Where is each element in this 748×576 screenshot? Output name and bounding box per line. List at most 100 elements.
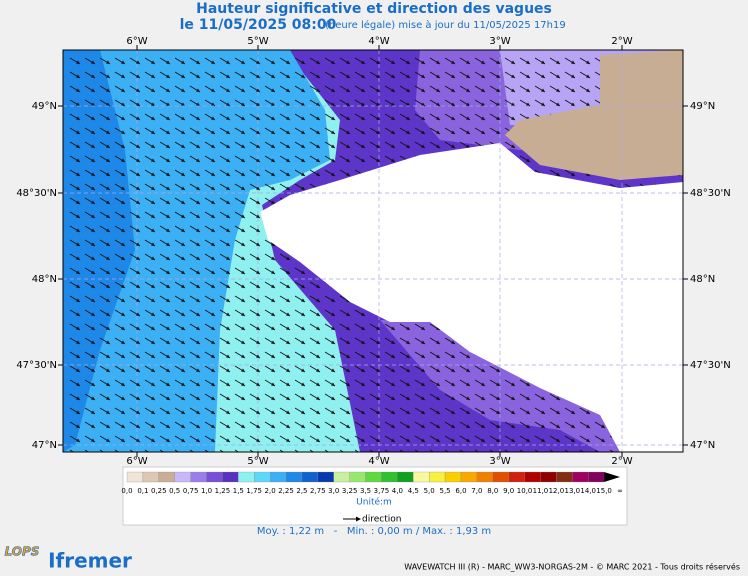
arrow-head — [316, 340, 320, 344]
lon-label-bottom: 3°W — [489, 456, 510, 467]
arrow-head — [121, 88, 125, 92]
arrow-head — [136, 410, 140, 414]
lon-label-bottom: 6°W — [126, 456, 147, 467]
arrow-head — [121, 284, 125, 288]
arrow-head — [106, 396, 110, 400]
color-box — [285, 471, 303, 483]
color-label: 3,5 — [360, 487, 371, 495]
arrow-head — [406, 354, 410, 358]
arrow-head — [571, 60, 575, 64]
arrow-head — [556, 88, 560, 92]
arrow-head — [226, 340, 230, 344]
arrow-head — [151, 60, 155, 64]
arrow-head — [376, 396, 380, 400]
arrow-head — [151, 298, 155, 302]
arrow-head — [301, 284, 305, 288]
arrow — [279, 449, 285, 452]
arrow-head — [316, 312, 320, 316]
arrow-head — [436, 130, 440, 134]
color-box — [508, 471, 525, 483]
arrow-head — [466, 438, 470, 442]
arrow-head — [421, 340, 425, 344]
arrow-head — [121, 326, 125, 330]
color-label: 0,75 — [183, 487, 199, 495]
arrow-head — [76, 200, 80, 204]
arrow-head — [466, 424, 470, 428]
arrow — [264, 449, 270, 452]
arrow-head — [301, 130, 305, 134]
arrow-head — [211, 116, 215, 120]
color-label: 14,0 — [580, 487, 596, 495]
arrow-head — [91, 130, 95, 134]
arrow-head — [241, 60, 245, 64]
arrow-head — [76, 144, 80, 148]
arrow-head — [361, 368, 365, 372]
arrow-head — [226, 88, 230, 92]
lon-label-bottom: 5°W — [247, 456, 268, 467]
arrow-head — [316, 130, 320, 134]
arrow-head — [211, 130, 215, 134]
arrow-head — [76, 256, 80, 260]
arrow-head — [436, 410, 440, 414]
arrow-head — [241, 270, 245, 274]
arrow-head — [121, 130, 125, 134]
arrow-head — [166, 214, 170, 218]
arrow-head — [271, 102, 275, 106]
arrow-head — [541, 438, 545, 442]
arrow-head — [211, 312, 215, 316]
arrow-head — [241, 284, 245, 288]
arrow-head — [376, 74, 380, 78]
arrow-head — [361, 130, 365, 134]
arrow-head — [481, 88, 485, 92]
arrow-head — [391, 382, 395, 386]
arrow-head — [421, 130, 425, 134]
arrow — [414, 449, 420, 452]
arrow-head — [181, 102, 185, 106]
arrow-head — [166, 158, 170, 162]
color-box — [365, 471, 382, 483]
date: le 11/05/2025 08:00 — [180, 17, 337, 33]
arrow-head — [361, 74, 365, 78]
color-box — [126, 471, 144, 483]
arrow-head — [151, 200, 155, 204]
arrow-head — [106, 340, 110, 344]
arrow-head — [301, 60, 305, 64]
arrow-head — [136, 270, 140, 274]
arrow-head — [211, 186, 215, 190]
arrow-head — [121, 410, 125, 414]
lat-label-right: 47°30'N — [690, 360, 731, 371]
arrow-head — [271, 354, 275, 358]
arrow-head — [241, 256, 245, 260]
arrow-head — [256, 60, 260, 64]
arrow-head — [151, 368, 155, 372]
arrow-head — [136, 438, 140, 442]
arrow-head — [466, 116, 470, 120]
arrow-head — [286, 410, 290, 414]
arrow-head — [76, 382, 80, 386]
arrow-head — [76, 74, 80, 78]
arrow-head — [211, 228, 215, 232]
arrow-head — [436, 382, 440, 386]
arrow-head — [76, 298, 80, 302]
arrow-head — [181, 256, 185, 260]
arrow-head — [151, 312, 155, 316]
arrow-head — [361, 116, 365, 120]
arrow-head — [136, 340, 140, 344]
arrow-head — [286, 88, 290, 92]
color-box — [444, 471, 462, 483]
arrow-head — [91, 410, 95, 414]
arrow-head — [436, 368, 440, 372]
color-arrow — [604, 472, 620, 482]
arrow-head — [421, 410, 425, 414]
arrow-head — [166, 396, 170, 400]
arrow-head — [421, 88, 425, 92]
arrow — [99, 449, 105, 452]
arrow-head — [571, 424, 575, 428]
arrow-head — [421, 326, 425, 330]
arrow-head — [166, 102, 170, 106]
arrow-head — [211, 144, 215, 148]
arrow-head — [406, 74, 410, 78]
color-label: 4,0 — [392, 487, 403, 495]
arrow-head — [301, 144, 305, 148]
arrow-head — [436, 340, 440, 344]
